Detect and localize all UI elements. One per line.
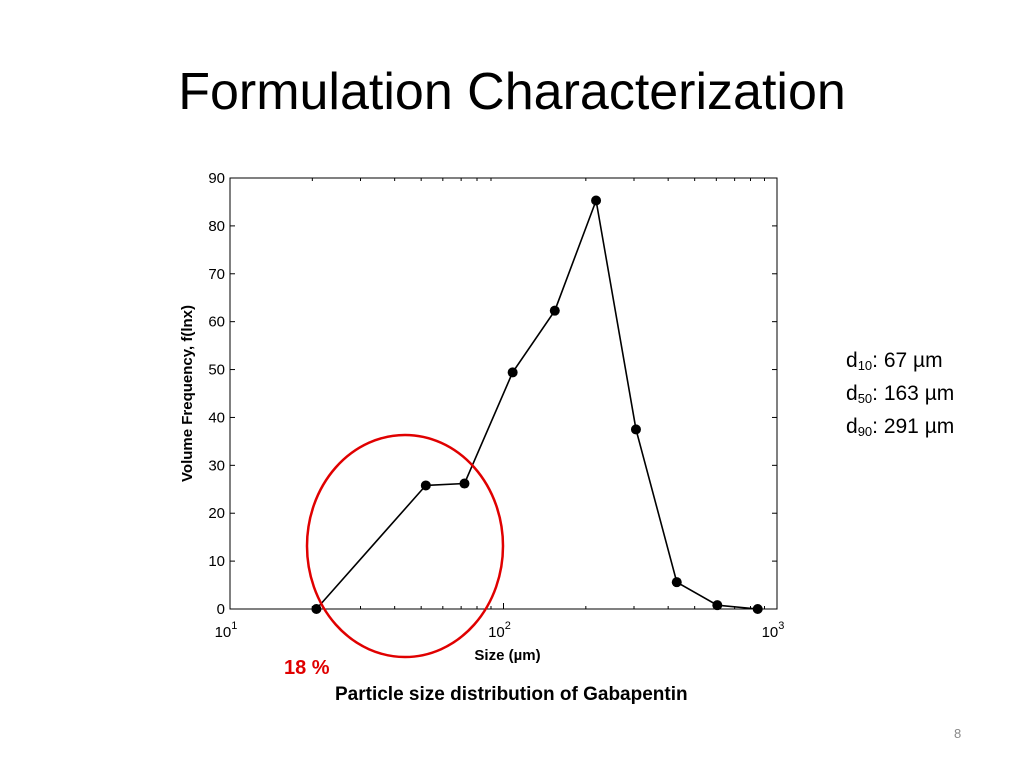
d90-stat: d90: 291 µm [846, 415, 955, 439]
y-tick-label: 80 [208, 218, 225, 235]
fines-highlight-ellipse [305, 433, 505, 659]
x-tick-label: 102 [488, 620, 511, 641]
x-axis-label: Size (µm) [474, 647, 540, 664]
y-tick-label: 90 [208, 170, 225, 187]
d50-stat: d50: 163 µm [846, 382, 955, 406]
data-point [549, 305, 560, 316]
series-line [315, 197, 758, 610]
overlay-layer [305, 433, 505, 659]
slide-title: Formulation Characterization [178, 63, 846, 121]
data-point [712, 600, 723, 611]
y-tick-label: 10 [208, 553, 225, 570]
axes-layer: 0 10 20 30 40 50 60 70 80 90 101 102 103 Size (µm) Vol… [179, 170, 784, 664]
y-tick-label: 60 [208, 314, 225, 331]
d10-stat: d10: 67 µm [846, 349, 943, 373]
y-tick-label: 20 [208, 505, 225, 522]
y-tick-label: 70 [208, 266, 225, 283]
y-tick-label: 0 [217, 601, 225, 618]
data-point [671, 577, 682, 588]
fines-percentage-annotation: 18 % [284, 657, 330, 679]
data-layer [311, 195, 763, 614]
data-point [752, 604, 763, 614]
x-tick-label: 101 [215, 620, 238, 641]
y-tick-label: 30 [208, 457, 225, 474]
d-values-panel: d10: 67 µm d50: 163 µm d90: 291 µm [846, 344, 954, 443]
y-axis-label: Volume Frequency, f(lnx) [179, 305, 196, 482]
data-point [459, 478, 470, 489]
y-tick-label: 40 [208, 409, 225, 426]
chart-caption: Particle size distribution of Gabapentin [335, 684, 688, 705]
data-point [311, 604, 322, 614]
x-tick-label: 103 [762, 620, 785, 641]
y-tick-label: 50 [208, 362, 225, 379]
data-point [630, 424, 641, 435]
data-point [420, 480, 431, 491]
data-point [591, 195, 602, 206]
data-point [507, 367, 518, 378]
page-number: 8 [954, 726, 962, 741]
